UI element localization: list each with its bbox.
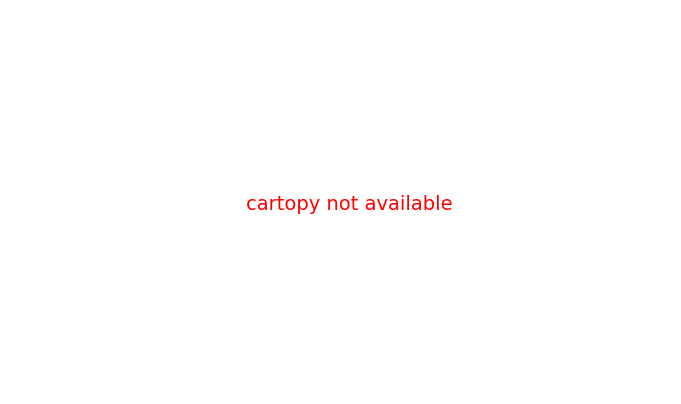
Text: cartopy not available: cartopy not available (246, 194, 452, 214)
